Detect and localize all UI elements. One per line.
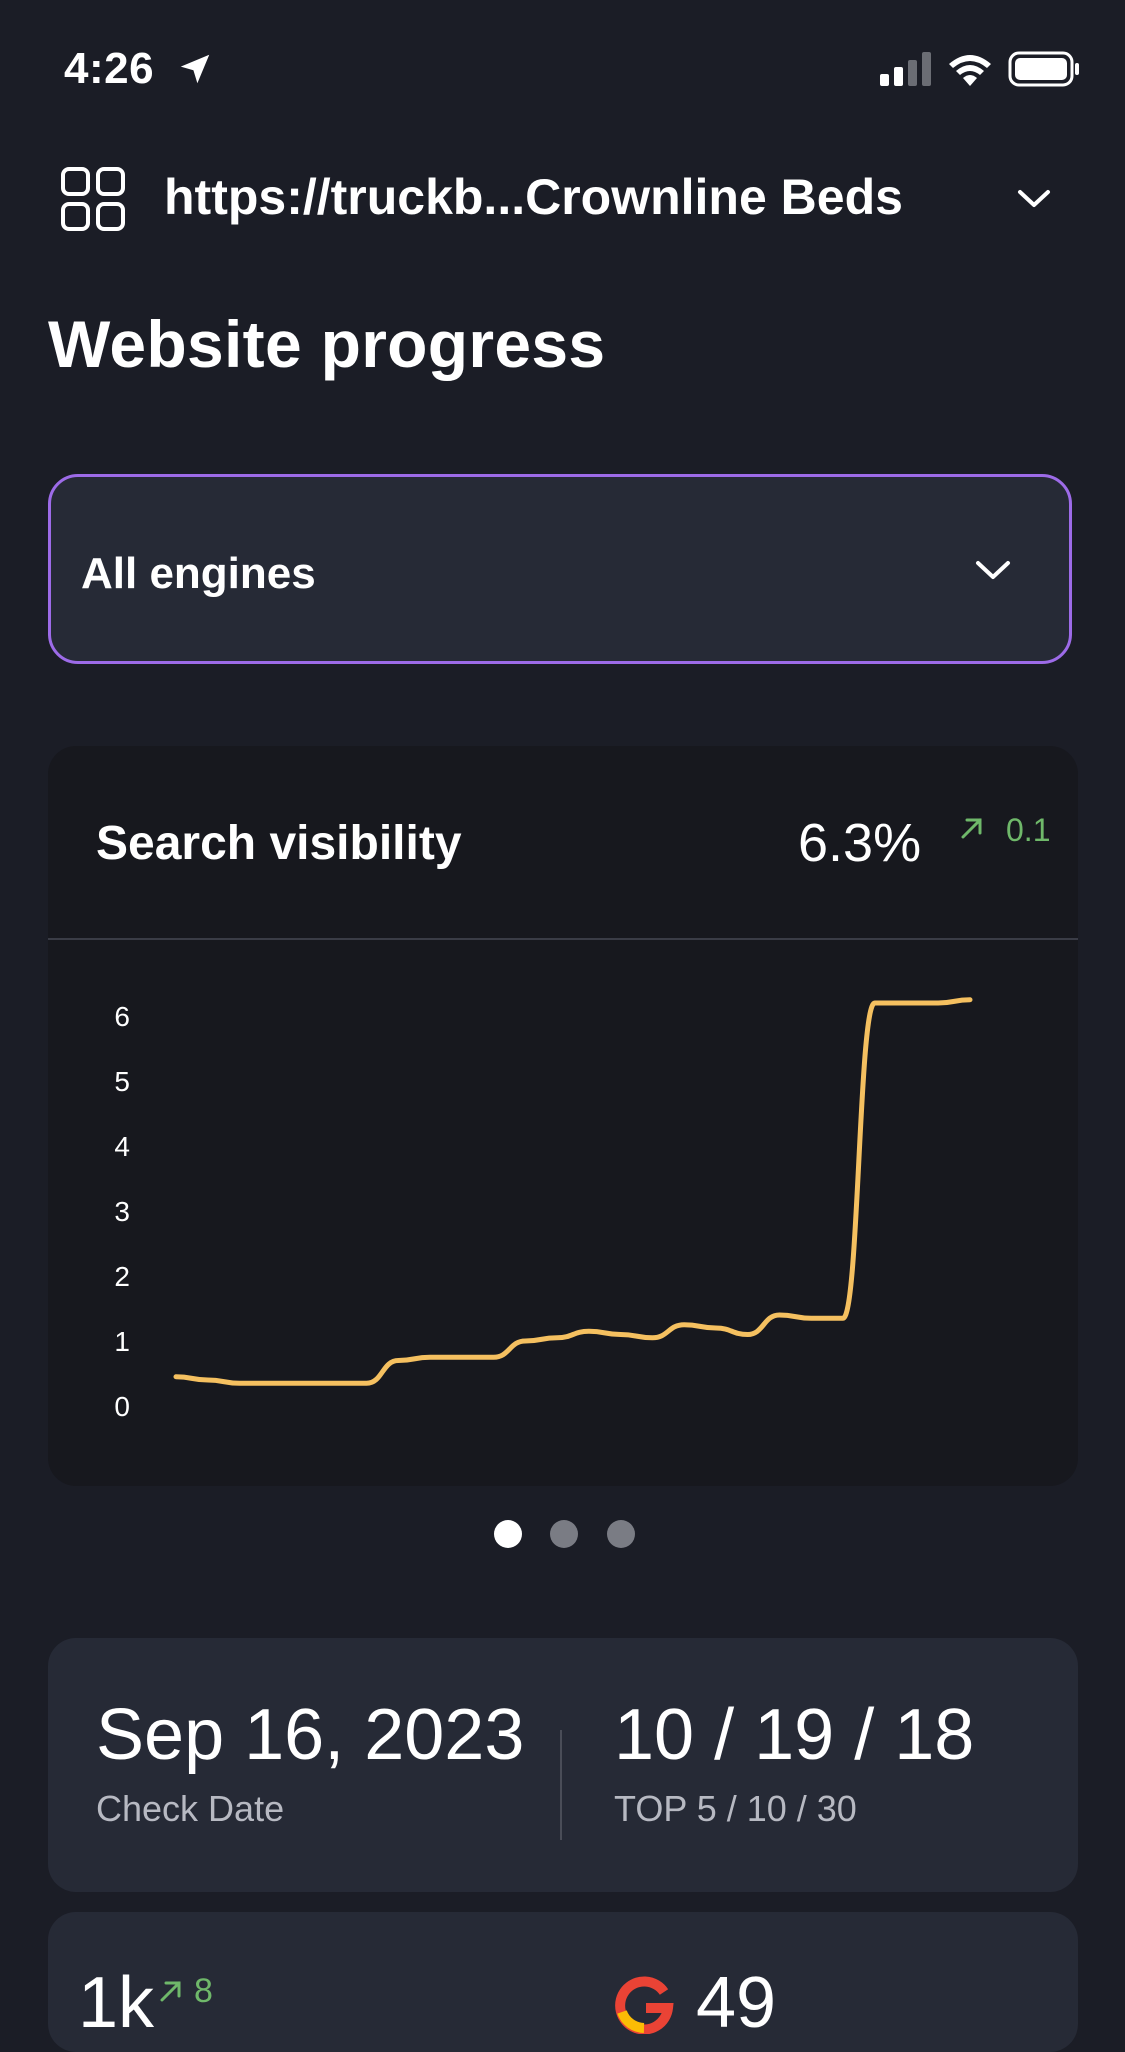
- location-arrow-icon: [180, 54, 210, 84]
- arrow-up-right-icon: [160, 1981, 181, 2002]
- chevron-down-icon[interactable]: [1016, 184, 1052, 212]
- y-tick-label: 0: [114, 1391, 130, 1422]
- series-line-1: [173, 997, 973, 1386]
- keywords-card[interactable]: 1k 8 49: [48, 1912, 1078, 2052]
- arrow-up-right-icon: [961, 818, 982, 839]
- search-visibility-card[interactable]: Search visibility 6.3% 0.1 6 5 4 3 2 1 0: [48, 746, 1078, 1486]
- y-tick-label: 5: [114, 1066, 130, 1097]
- cellular-signal-icon: [880, 52, 931, 86]
- top-positions-label: TOP 5 / 10 / 30: [614, 1788, 857, 1829]
- grid-menu-icon[interactable]: [60, 166, 126, 232]
- y-tick-label: 1: [114, 1326, 130, 1357]
- divider: [48, 938, 1078, 940]
- stats-card: Sep 16, 2023 Check Date 10 / 19 / 18 TOP…: [48, 1638, 1078, 1892]
- engine-select-label: All engines: [81, 549, 316, 598]
- carousel-pager[interactable]: [490, 1520, 640, 1552]
- visibility-value: 6.3%: [798, 813, 922, 873]
- engine-select[interactable]: All engines: [48, 474, 1072, 664]
- page-title: Website progress: [48, 307, 606, 381]
- chevron-down-icon: [976, 561, 1010, 579]
- pager-dot-3[interactable]: [607, 1520, 635, 1548]
- status-bar: 4:26: [0, 0, 1125, 140]
- keywords-count: 1k: [78, 1963, 155, 2043]
- keywords-delta: 8: [194, 1972, 213, 2010]
- divider: [560, 1730, 562, 1840]
- visibility-delta: 0.1: [1006, 812, 1051, 848]
- check-date-label: Check Date: [96, 1788, 285, 1829]
- y-tick-label: 2: [114, 1261, 130, 1292]
- status-time: 4:26: [64, 44, 155, 93]
- google-rank-value: 49: [696, 1963, 777, 2043]
- google-icon: [615, 1976, 674, 2034]
- y-tick-label: 4: [114, 1131, 130, 1162]
- pager-dot-2[interactable]: [550, 1520, 578, 1548]
- y-tick-label: 3: [114, 1196, 130, 1227]
- pager-dot-1[interactable]: [494, 1520, 522, 1548]
- check-date-value: Sep 16, 2023: [96, 1695, 525, 1775]
- visibility-line-chart: 6 5 4 3 2 1 0: [114, 997, 973, 1422]
- y-tick-label: 6: [114, 1001, 130, 1032]
- top-positions-value: 10 / 19 / 18: [614, 1695, 975, 1775]
- card-title: Search visibility: [96, 817, 462, 870]
- battery-icon: [1008, 51, 1079, 87]
- site-selector[interactable]: https://truckb...Crownline Beds: [164, 169, 903, 225]
- wifi-icon: [949, 55, 991, 86]
